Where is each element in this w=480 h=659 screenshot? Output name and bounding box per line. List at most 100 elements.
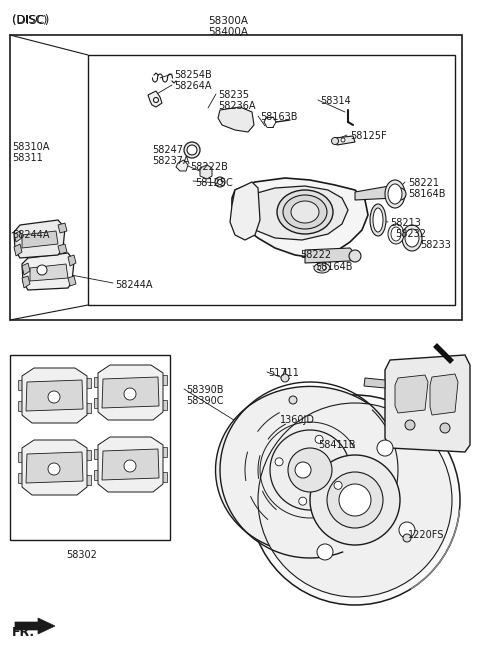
- Text: 58222B: 58222B: [190, 162, 228, 172]
- Circle shape: [124, 460, 136, 472]
- Polygon shape: [58, 244, 67, 254]
- Text: 58235: 58235: [218, 90, 249, 100]
- Circle shape: [377, 440, 393, 456]
- Polygon shape: [176, 160, 188, 171]
- Bar: [94, 449, 100, 459]
- Text: 58233: 58233: [420, 240, 451, 250]
- Text: 58400A: 58400A: [208, 27, 248, 37]
- Bar: [18, 401, 24, 411]
- Circle shape: [124, 388, 136, 400]
- Text: 58213: 58213: [390, 218, 421, 228]
- Ellipse shape: [314, 263, 330, 273]
- Bar: [85, 378, 91, 388]
- Circle shape: [394, 188, 406, 200]
- Text: 58264A: 58264A: [174, 81, 212, 91]
- Polygon shape: [335, 136, 355, 145]
- Text: 58222: 58222: [300, 250, 331, 260]
- Text: 58221: 58221: [408, 178, 439, 188]
- Ellipse shape: [405, 229, 419, 247]
- Polygon shape: [68, 276, 76, 286]
- Circle shape: [270, 430, 350, 510]
- Circle shape: [48, 463, 60, 475]
- Circle shape: [288, 448, 332, 492]
- Circle shape: [295, 462, 311, 478]
- Circle shape: [317, 544, 333, 560]
- Circle shape: [250, 395, 460, 605]
- Polygon shape: [430, 374, 458, 415]
- Circle shape: [405, 420, 415, 430]
- Circle shape: [48, 391, 60, 403]
- Polygon shape: [26, 380, 83, 411]
- Text: 58411B: 58411B: [318, 440, 356, 450]
- Polygon shape: [305, 248, 355, 263]
- Text: 58390C: 58390C: [186, 396, 224, 406]
- Text: FR.: FR.: [12, 626, 35, 639]
- Polygon shape: [364, 378, 385, 388]
- Text: 58164B: 58164B: [315, 262, 352, 272]
- Polygon shape: [200, 165, 212, 179]
- Polygon shape: [98, 437, 163, 492]
- Text: 58163B: 58163B: [260, 112, 298, 122]
- Polygon shape: [102, 449, 159, 480]
- Circle shape: [332, 138, 338, 144]
- Bar: [85, 475, 91, 485]
- Ellipse shape: [391, 227, 401, 241]
- Bar: [10, 35, 462, 320]
- Text: 58244A: 58244A: [12, 230, 49, 240]
- Circle shape: [217, 179, 223, 185]
- Bar: [228, 123, 236, 127]
- Text: 58237A: 58237A: [152, 156, 190, 166]
- Polygon shape: [148, 91, 162, 107]
- Polygon shape: [22, 253, 74, 290]
- Text: 1360JD: 1360JD: [280, 415, 315, 425]
- Circle shape: [339, 484, 371, 516]
- Ellipse shape: [385, 180, 405, 208]
- Polygon shape: [58, 223, 67, 233]
- Bar: [18, 473, 24, 483]
- Circle shape: [403, 534, 411, 542]
- Ellipse shape: [373, 208, 383, 232]
- Circle shape: [275, 458, 283, 466]
- Text: 58314: 58314: [320, 96, 351, 106]
- Ellipse shape: [283, 195, 327, 229]
- Bar: [10, 355, 170, 540]
- Polygon shape: [14, 244, 22, 256]
- Polygon shape: [22, 263, 30, 275]
- Bar: [18, 452, 24, 462]
- Polygon shape: [68, 255, 76, 266]
- Text: 58244A: 58244A: [115, 280, 153, 290]
- Ellipse shape: [388, 184, 402, 204]
- Polygon shape: [242, 186, 348, 240]
- Polygon shape: [30, 264, 68, 281]
- Text: 51711: 51711: [268, 368, 299, 378]
- Ellipse shape: [388, 224, 404, 244]
- Polygon shape: [22, 440, 87, 495]
- Circle shape: [440, 423, 450, 433]
- Text: 58302: 58302: [67, 550, 97, 560]
- Text: 58311: 58311: [12, 153, 43, 163]
- Circle shape: [315, 436, 323, 444]
- Text: (DISC): (DISC): [12, 14, 49, 27]
- Text: 58125C: 58125C: [195, 178, 233, 188]
- Polygon shape: [14, 220, 65, 258]
- Circle shape: [349, 250, 361, 262]
- Polygon shape: [230, 182, 260, 240]
- Polygon shape: [385, 355, 470, 452]
- Text: 58247: 58247: [152, 145, 183, 155]
- Text: 58236A: 58236A: [218, 101, 255, 111]
- Polygon shape: [218, 107, 254, 132]
- Text: 58310A: 58310A: [12, 142, 49, 152]
- Ellipse shape: [370, 204, 386, 236]
- Ellipse shape: [318, 265, 326, 271]
- Circle shape: [215, 177, 225, 187]
- Text: 58125F: 58125F: [350, 131, 386, 141]
- Circle shape: [399, 522, 415, 538]
- Bar: [161, 447, 167, 457]
- Text: 58232: 58232: [395, 229, 426, 239]
- Polygon shape: [14, 231, 22, 242]
- Polygon shape: [232, 178, 368, 258]
- Bar: [228, 113, 236, 118]
- Bar: [161, 375, 167, 385]
- Circle shape: [327, 472, 383, 528]
- Ellipse shape: [291, 201, 319, 223]
